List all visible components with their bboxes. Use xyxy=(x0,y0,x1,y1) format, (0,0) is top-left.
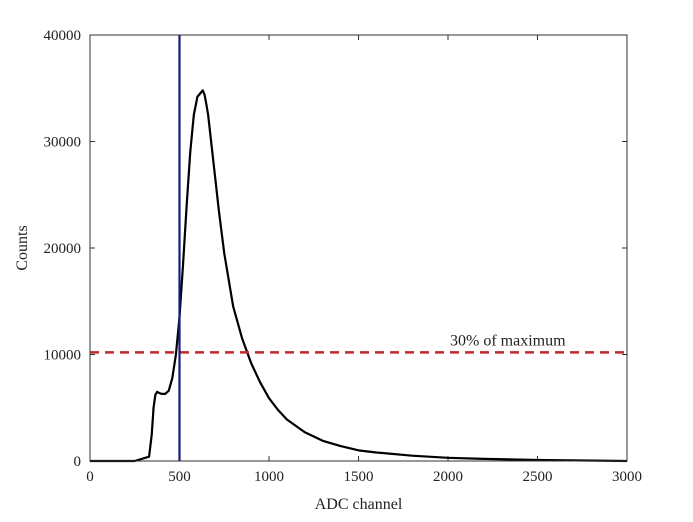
threshold-annotation: 30% of maximum xyxy=(450,332,566,349)
y-axis-label: Counts xyxy=(14,225,31,270)
x-tick-label: 2000 xyxy=(433,469,463,485)
axis-ticks: 0 500 1000 1500 2000 2500 30000100002000030000… xyxy=(44,28,643,485)
spectrum-line xyxy=(90,89,628,463)
y-tick-label: 0 xyxy=(74,454,82,470)
y-tick-label: 40000 xyxy=(44,28,82,44)
plot-area xyxy=(90,35,627,461)
x-tick-label: 1500 xyxy=(344,469,374,485)
y-tick-label: 10000 xyxy=(44,348,82,364)
x-tick-label: 500 xyxy=(168,469,191,485)
x-tick-label: 1000 xyxy=(254,469,284,485)
data-series xyxy=(90,89,628,463)
x-axis-label: ADC channel xyxy=(315,496,403,513)
reference-lines xyxy=(90,35,627,461)
y-tick-label: 20000 xyxy=(44,241,82,257)
y-tick-label: 30000 xyxy=(44,135,82,151)
x-tick-label: 3000 xyxy=(612,469,642,485)
x-tick-label: 2500 xyxy=(523,469,553,485)
plot-frame xyxy=(89,34,628,462)
x-tick-label: 0 xyxy=(86,469,94,485)
